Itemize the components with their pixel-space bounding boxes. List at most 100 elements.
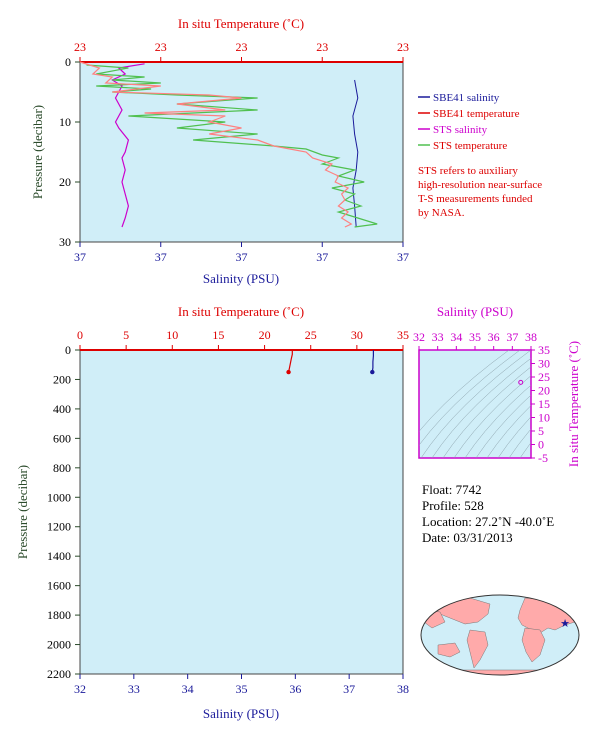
ts-right-tick-label: 30 (538, 357, 550, 371)
upper-y-axis-label: Pressure (decibar) (30, 105, 45, 199)
land-africa (521, 627, 546, 663)
lower-y-tick-label: 2200 (47, 667, 71, 681)
upper-panel: In situ Temperature (˚C) 23 23 23 23 23 37 37… (30, 16, 542, 286)
float-location-marker: ★ (560, 617, 570, 630)
ts-right-tick-label: 20 (538, 384, 550, 398)
lower-bottom-tick-label: 35 (236, 682, 248, 696)
upper-top-ticks: 23 23 23 23 23 (74, 40, 409, 62)
ts-isopycnal-line (453, 375, 531, 458)
float-info: Float: 7742 Profile: 528 Location: 27.2˚… (422, 482, 554, 545)
map-outline (420, 594, 580, 676)
ts-isopycnal-line (431, 357, 531, 458)
ts-right-tick-label: 35 (538, 343, 550, 357)
sts-note-line-1: STS refers to auxiliary (418, 165, 518, 177)
ts-point (518, 379, 524, 385)
legend-item-sts-temperature: STS temperature (433, 140, 507, 152)
upper-series-sbe41-temperature (79, 61, 353, 228)
lower-y-tick-label: 600 (53, 431, 71, 445)
upper-series-group (79, 61, 378, 228)
upper-bottom-ticks: 37 37 37 37 37 (74, 242, 409, 264)
upper-top-axis-label: In situ Temperature (˚C) (178, 16, 304, 31)
lower-bottom-tick-label: 34 (182, 682, 194, 696)
ts-isopycnal-line (464, 384, 531, 458)
lower-y-tick-label: 0 (65, 343, 71, 357)
upper-y-tick-label: 0 (65, 55, 71, 69)
ts-right-axis-label: In situ Temperature (˚C) (566, 341, 581, 467)
lower-y-tick-label: 200 (53, 372, 71, 386)
ts-diagram: Salinity (PSU) 32 33 34 35 36 37 38 3530252015… (413, 304, 581, 467)
ts-right-tick-label: 5 (538, 424, 544, 438)
lower-y-tick-label: 2000 (47, 638, 71, 652)
lower-top-axis-label: In situ Temperature (˚C) (178, 304, 304, 319)
upper-series-sbe41-salinity (352, 79, 359, 228)
lower-bottom-tick-label: 38 (397, 682, 409, 696)
ts-top-tick-label: 35 (469, 330, 481, 344)
ts-points (518, 379, 524, 385)
land-australia (437, 642, 461, 658)
ts-isopycnal-line (419, 350, 510, 432)
ts-isopycnal-line (419, 350, 521, 446)
upper-top-tick-label: 23 (74, 40, 86, 54)
ts-right-tick-label: 10 (538, 411, 550, 425)
upper-plot-area (79, 61, 404, 243)
profile-number: Profile: 528 (422, 498, 484, 513)
lower-bottom-tick-label: 33 (128, 682, 140, 696)
ts-top-tick-label: 37 (506, 330, 518, 344)
upper-top-tick-label: 23 (397, 40, 409, 54)
lower-y-axis-label: Pressure (decibar) (15, 465, 30, 559)
lower-bottom-ticks: 32 33 34 35 36 37 38 (74, 674, 409, 696)
float-location: Location: 27.2˚N -40.0˚E (422, 514, 554, 529)
lower-series-temperature-end-marker (286, 369, 291, 375)
ts-isopycnal-line (475, 394, 531, 458)
lower-series-temperature (288, 350, 293, 373)
lower-bottom-tick-label: 37 (343, 682, 355, 696)
lower-top-tick-label: 25 (305, 328, 317, 342)
upper-y-tick-label: 20 (59, 175, 71, 189)
ts-isopycnal-contours (419, 350, 531, 458)
upper-y-ticks: 0 10 20 30 (59, 55, 80, 249)
lower-top-tick-label: 15 (212, 328, 224, 342)
lower-top-tick-label: 35 (397, 328, 409, 342)
sts-note-line-2: high-resolution near-surface (418, 179, 542, 191)
upper-bottom-tick-label: 37 (155, 250, 167, 264)
ts-isopycnal-line (508, 428, 531, 458)
lower-y-tick-label: 400 (53, 402, 71, 416)
lower-y-tick-label: 800 (53, 461, 71, 475)
legend-item-sbe41-salinity: SBE41 salinity (433, 92, 500, 104)
ts-top-tick-label: 32 (413, 330, 425, 344)
lower-top-tick-label: 30 (351, 328, 363, 342)
world-map: ★ (420, 594, 580, 676)
ts-top-tick-label: 38 (525, 330, 537, 344)
ts-top-tick-label: 36 (488, 330, 500, 344)
upper-bottom-axis-label: Salinity (PSU) (203, 271, 279, 286)
profile-date: Date: 03/31/2013 (422, 530, 513, 545)
sts-note-line-4: by NASA. (418, 207, 465, 219)
ts-plot-area (418, 349, 532, 459)
float-id: Float: 7742 (422, 482, 482, 497)
lower-bottom-tick-label: 36 (289, 682, 301, 696)
legend-item-sbe41-temperature: SBE41 temperature (433, 108, 520, 120)
lower-top-tick-label: 0 (77, 328, 83, 342)
ts-top-axis-label: Salinity (PSU) (437, 304, 513, 319)
upper-top-tick-label: 23 (316, 40, 328, 54)
lower-y-tick-label: 1000 (47, 490, 71, 504)
ts-right-tick-label: -5 (538, 451, 548, 465)
ts-top-ticks: 32 33 34 35 36 37 38 (413, 330, 537, 350)
upper-bottom-tick-label: 37 (316, 250, 328, 264)
upper-series-sts-salinity (111, 63, 145, 228)
upper-top-tick-label: 23 (236, 40, 248, 54)
ts-isopycnal-line (519, 442, 531, 458)
lower-top-tick-label: 5 (123, 328, 129, 342)
lower-y-ticks: 0 200 400 600 800 1000 1200 1400 1600 1800 2000 220… (47, 343, 80, 681)
lower-y-tick-label: 1800 (47, 608, 71, 622)
lower-series-group (286, 350, 375, 375)
ts-isopycnal-line (442, 366, 531, 458)
ts-right-tick-label: 25 (538, 370, 550, 384)
lower-series-salinity-end-marker (370, 369, 375, 375)
upper-bottom-tick-label: 37 (74, 250, 86, 264)
sts-note-line-3: T-S measurements funded (418, 193, 533, 205)
ts-isopycnal-line (497, 416, 531, 458)
upper-bottom-tick-label: 37 (397, 250, 409, 264)
